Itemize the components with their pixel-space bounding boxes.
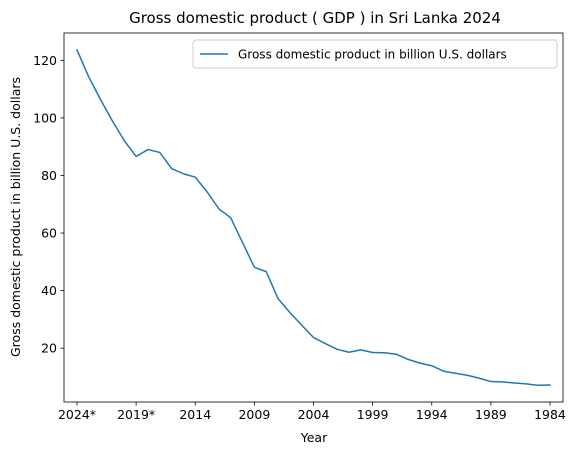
legend: Gross domestic product in billion U.S. d… <box>192 39 558 69</box>
y-tick-label: 120 <box>33 53 57 68</box>
x-tick-label: 1999 <box>357 407 389 422</box>
x-axis-label: Year <box>300 430 328 445</box>
chart-title: Gross domestic product ( GDP ) in Sri La… <box>129 9 501 27</box>
x-tick-label: 1994 <box>416 407 448 422</box>
y-axis-ticks: 20 40 60 80 100 120 <box>33 53 64 356</box>
y-axis-label: Gross domestic product in billion U.S. d… <box>8 77 23 357</box>
x-tick-label: 2009 <box>238 407 270 422</box>
y-tick-label: 20 <box>41 341 57 356</box>
y-tick-label: 40 <box>41 283 57 298</box>
series-line-0 <box>76 48 551 387</box>
x-tick-label: 2019* <box>117 407 155 422</box>
x-tick-label: 2014 <box>179 407 211 422</box>
legend-label-0: Gross domestic product in billion U.S. d… <box>238 48 507 62</box>
x-axis-ticks: 2024* 2019* 2014 2009 2004 1999 1994 1989 1984 <box>58 402 566 422</box>
legend-box <box>192 39 558 69</box>
axes-frame <box>63 32 564 403</box>
y-tick-label: 60 <box>41 226 57 241</box>
plot-area <box>63 32 564 403</box>
x-tick-label: 2024* <box>58 407 96 422</box>
x-tick-label: 1984 <box>534 407 566 422</box>
x-tick-label: 1989 <box>475 407 507 422</box>
x-tick-label: 2004 <box>298 407 330 422</box>
y-tick-label: 80 <box>41 168 57 183</box>
y-tick-label: 100 <box>33 110 57 125</box>
